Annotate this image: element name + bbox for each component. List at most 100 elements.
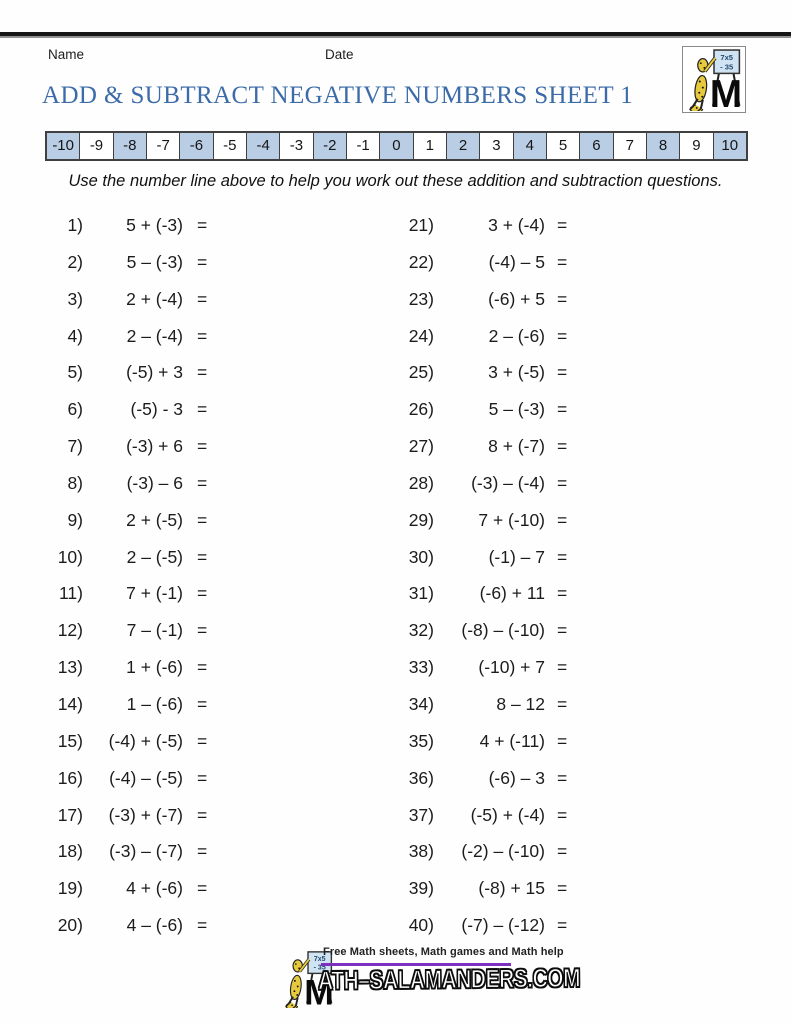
number-line-cell: 4: [513, 133, 547, 159]
equals-sign: =: [197, 399, 208, 420]
equals-sign: =: [197, 362, 208, 383]
question-row: 6) (-5) - 3 = 26) 5 – (-3) =: [0, 391, 791, 428]
question-number: 8): [67, 472, 83, 493]
question-row: 4) 2 – (-4) = 24) 2 – (-6) =: [0, 318, 791, 355]
equals-sign: =: [197, 436, 208, 457]
question-number: 39): [408, 878, 434, 899]
equals-sign: =: [197, 693, 208, 714]
question-expression: (-6) + 5: [488, 288, 545, 309]
question-expression: 3 + (-4): [488, 215, 545, 235]
page-title: ADD & SUBTRACT NEGATIVE NUMBERS SHEET 1: [42, 82, 634, 109]
equals-sign: =: [557, 288, 568, 309]
equals-sign: =: [197, 472, 208, 493]
equals-sign: =: [197, 657, 208, 678]
question-number: 5): [67, 362, 83, 383]
question-number: 7): [67, 436, 83, 457]
equals-sign: =: [557, 657, 568, 678]
equals-sign: =: [197, 325, 208, 346]
question-expression: 7 + (-10): [478, 509, 545, 530]
question-expression: 1 + (-6): [126, 657, 183, 678]
question-row: 19) 4 + (-6) = 39) (-8) + 15 =: [0, 870, 791, 907]
question-number: 26): [408, 399, 434, 420]
question-expression: 2 – (-6): [488, 325, 545, 346]
equals-sign: =: [197, 915, 208, 936]
question-expression: (-7) – (-12): [461, 915, 545, 936]
equals-sign: =: [557, 693, 568, 714]
equals-sign: =: [557, 436, 568, 457]
number-line-cell: 0: [380, 133, 414, 159]
question-expression: (-4) + (-5): [108, 730, 183, 751]
question-expression: (-6) – 3: [488, 767, 545, 788]
equals-sign: =: [557, 362, 568, 383]
question-expression: 5 – (-3): [126, 251, 183, 272]
question-number: 36): [408, 767, 434, 788]
question-expression: 8 – 12: [496, 693, 545, 714]
questions-list: 1) 5 + (-3) = 21) 3 + (-4) = 2) 5 – (-3) = 22) (-4…: [0, 207, 791, 944]
question-expression: (-5) - 3: [130, 399, 184, 420]
number-line-cell: 3: [480, 133, 514, 159]
equals-sign: =: [197, 288, 208, 309]
question-number: 13): [57, 657, 83, 678]
question-expression: (-3) – 6: [126, 472, 183, 493]
question-number: 11): [59, 583, 83, 604]
question-number: 24): [408, 325, 434, 346]
question-expression: 2 – (-5): [126, 546, 183, 567]
number-line-cell: 5: [546, 133, 581, 159]
question-row: 17) (-3) + (-7) = 37) (-5) + (-4) =: [0, 797, 791, 834]
number-line-cell: 10: [713, 133, 746, 159]
footer-tagline: Free Math sheets, Math games and Math he…: [323, 946, 564, 958]
question-row: 10) 2 – (-5) = 30) (-1) – 7 =: [0, 539, 791, 576]
equals-sign: =: [557, 767, 568, 788]
question-number: 14): [57, 693, 83, 714]
question-expression: 1 – (-6): [126, 693, 183, 714]
question-number: 1): [67, 215, 83, 235]
equals-sign: =: [197, 804, 208, 825]
question-expression: 4 + (-6): [126, 878, 183, 899]
salamander-easel-icon: [682, 46, 746, 113]
question-row: 1) 5 + (-3) = 21) 3 + (-4) =: [0, 207, 791, 244]
question-row: 14) 1 – (-6) = 34) 8 – 12 =: [0, 686, 791, 723]
question-row: 3) 2 + (-4) = 23) (-6) + 5 =: [0, 281, 791, 318]
question-row: 7) (-3) + 6 = 27) 8 + (-7) =: [0, 428, 791, 465]
equals-sign: =: [557, 325, 568, 346]
question-row: 20) 4 – (-6) = 40) (-7) – (-12) =: [0, 907, 791, 944]
question-number: 21): [408, 215, 434, 235]
number-line: -10 -9 -8 -7 -6 -5 -4 -3 -2 -1 0 1 2 3 4 5 6 7 8 9 10: [45, 131, 748, 161]
question-number: 12): [57, 620, 83, 641]
question-number: 9): [67, 509, 83, 530]
question-expression: (-3) + (-7): [108, 804, 183, 825]
question-number: 6): [67, 399, 83, 420]
question-number: 25): [408, 362, 434, 383]
question-number: 4): [67, 325, 83, 346]
question-number: 37): [408, 804, 434, 825]
question-expression: (-8) – (-10): [461, 620, 545, 641]
number-line-cell: -9: [80, 133, 114, 159]
question-number: 15): [57, 730, 83, 751]
question-expression: 2 – (-4): [126, 325, 183, 346]
question-expression: (-6) + 11: [479, 583, 545, 604]
number-line-cell: -2: [313, 133, 347, 159]
question-number: 32): [408, 620, 434, 641]
question-number: 28): [408, 472, 434, 493]
question-number: 38): [408, 841, 434, 862]
question-number: 35): [408, 730, 434, 751]
equals-sign: =: [197, 767, 208, 788]
equals-sign: =: [197, 583, 208, 604]
question-row: 15) (-4) + (-5) = 35) 4 + (-11) =: [0, 723, 791, 760]
question-number: 31): [408, 583, 434, 604]
equals-sign: =: [557, 841, 568, 862]
question-expression: (-5) + (-4): [470, 804, 545, 825]
question-row: 16) (-4) – (-5) = 36) (-6) – 3 =: [0, 760, 791, 797]
question-expression: (-3) – (-7): [109, 841, 183, 862]
top-divider: [0, 32, 791, 36]
number-line-cell: -8: [113, 133, 147, 159]
question-expression: (-10) + 7: [478, 657, 545, 678]
question-row: 11) 7 + (-1) = 31) (-6) + 11 =: [0, 575, 791, 612]
question-row: 9) 2 + (-5) = 29) 7 + (-10) =: [0, 502, 791, 539]
question-number: 33): [408, 657, 434, 678]
question-expression: 5 + (-3): [126, 215, 183, 235]
equals-sign: =: [197, 215, 208, 235]
number-line-cell: 1: [413, 133, 447, 159]
equals-sign: =: [197, 620, 208, 641]
